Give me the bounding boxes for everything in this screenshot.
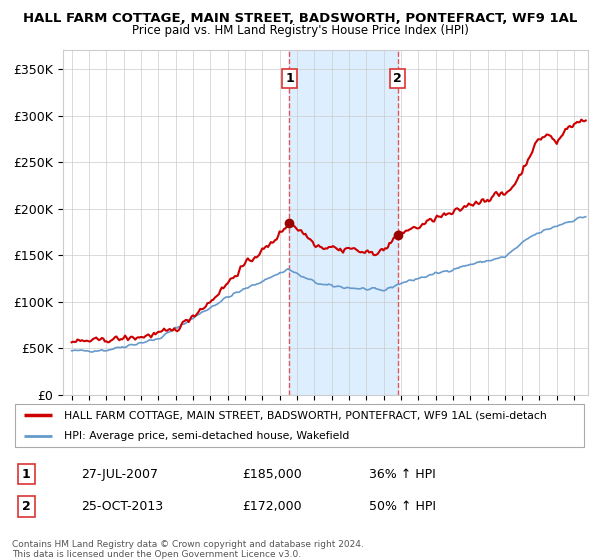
- Bar: [289, 50, 398, 395]
- Text: 2: 2: [393, 72, 402, 85]
- Text: 2: 2: [22, 500, 31, 513]
- Text: 1: 1: [22, 468, 31, 480]
- FancyBboxPatch shape: [15, 404, 584, 447]
- Text: 50% ↑ HPI: 50% ↑ HPI: [369, 500, 436, 513]
- Text: Contains HM Land Registry data © Crown copyright and database right 2024.
This d: Contains HM Land Registry data © Crown c…: [12, 540, 364, 559]
- Text: HPI: Average price, semi-detached house, Wakefield: HPI: Average price, semi-detached house,…: [64, 431, 349, 441]
- Text: 36% ↑ HPI: 36% ↑ HPI: [369, 468, 436, 480]
- Text: £172,000: £172,000: [242, 500, 302, 513]
- Text: Price paid vs. HM Land Registry's House Price Index (HPI): Price paid vs. HM Land Registry's House …: [131, 24, 469, 36]
- Text: 1: 1: [285, 72, 294, 85]
- Text: 25-OCT-2013: 25-OCT-2013: [81, 500, 163, 513]
- Text: £185,000: £185,000: [242, 468, 302, 480]
- Text: HALL FARM COTTAGE, MAIN STREET, BADSWORTH, PONTEFRACT, WF9 1AL: HALL FARM COTTAGE, MAIN STREET, BADSWORT…: [23, 12, 577, 25]
- Text: HALL FARM COTTAGE, MAIN STREET, BADSWORTH, PONTEFRACT, WF9 1AL (semi-detach: HALL FARM COTTAGE, MAIN STREET, BADSWORT…: [64, 410, 547, 421]
- Text: 27-JUL-2007: 27-JUL-2007: [81, 468, 158, 480]
